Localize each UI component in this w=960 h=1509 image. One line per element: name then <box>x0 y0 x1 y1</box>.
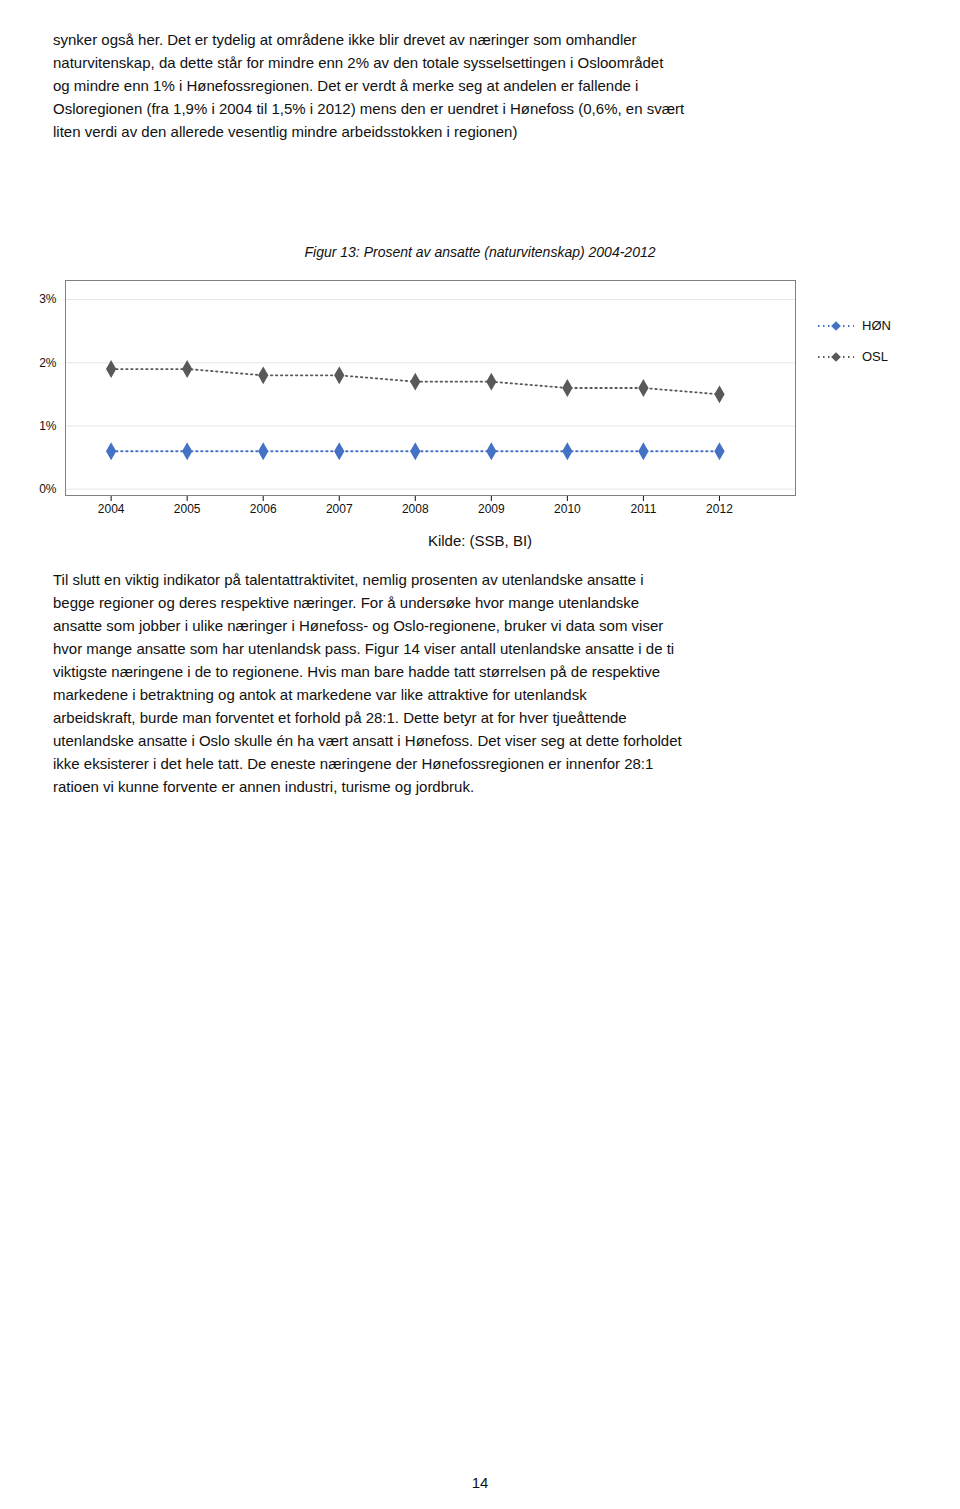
html-text:hvor mange ansatte som har ute: hvor mange ansatte som har utenlandsk pa… <box>53 640 675 657</box>
svg-text:0%: 0% <box>39 482 57 496</box>
svg-text:2012: 2012 <box>706 502 733 516</box>
html-text:Figur 13: Prosent av ansatte (: Figur 13: Prosent av ansatte (naturviten… <box>304 244 656 260</box>
svg-text:2010: 2010 <box>554 502 581 516</box>
html-text:ratioen vi kunne forvente er a: ratioen vi kunne forvente er annen indus… <box>53 778 475 795</box>
html-text:naturvitenskap, da dette står: naturvitenskap, da dette står for mindre… <box>53 54 664 71</box>
html-text:viktigste næringene i de to re: viktigste næringene i de to regionene. H… <box>53 663 660 680</box>
html-text:ansatte som jobber i ulike nær: ansatte som jobber i ulike næringer i Hø… <box>53 617 664 634</box>
html-text:markedene i betraktning og ant: markedene i betraktning og antok at mark… <box>53 686 587 703</box>
svg-text:2%: 2% <box>39 356 57 370</box>
html-text:Osloregionen (fra 1,9% i 2004: Osloregionen (fra 1,9% i 2004 til 1,5% i… <box>53 100 685 117</box>
html-text:14: 14 <box>471 1474 489 1491</box>
svg-text:2006: 2006 <box>250 502 277 516</box>
html-text:utenlandske ansatte i Oslo sku: utenlandske ansatte i Oslo skulle én ha … <box>53 732 682 749</box>
html-text:ikke eksisterer i det hele tat: ikke eksisterer i det hele tatt. De enes… <box>53 755 654 772</box>
html-text:synker også her. Det er tydeli: synker også her. Det er tydelig at områd… <box>53 31 637 48</box>
html-text:og mindre enn 1% i Hønefossreg: og mindre enn 1% i Hønefossregionen. Det… <box>53 77 639 94</box>
svg-text:2008: 2008 <box>402 502 429 516</box>
svg-text:2011: 2011 <box>631 502 657 516</box>
svg-text:2004: 2004 <box>98 502 125 516</box>
html-text:Kilde: (SSB, BI): Kilde: (SSB, BI) <box>427 532 533 549</box>
html-text:Til slutt en viktig indikator: Til slutt en viktig indikator på talenta… <box>53 571 644 588</box>
html-text:HØN: HØN <box>862 318 891 333</box>
svg-text:2005: 2005 <box>174 502 201 516</box>
svg-text:3%: 3% <box>39 292 57 306</box>
html-text:arbeidskraft, burde man forven: arbeidskraft, burde man forventet et for… <box>53 709 627 726</box>
html-text:OSL: OSL <box>862 349 888 364</box>
svg-text:2009: 2009 <box>478 502 505 516</box>
html-text:liten verdi av den allerede ve: liten verdi av den allerede vesentlig mi… <box>53 123 518 140</box>
html-text:begge regioner og deres respek: begge regioner og deres respektive nærin… <box>53 594 640 611</box>
svg-text:1%: 1% <box>39 419 57 433</box>
svg-text:2007: 2007 <box>326 502 353 516</box>
